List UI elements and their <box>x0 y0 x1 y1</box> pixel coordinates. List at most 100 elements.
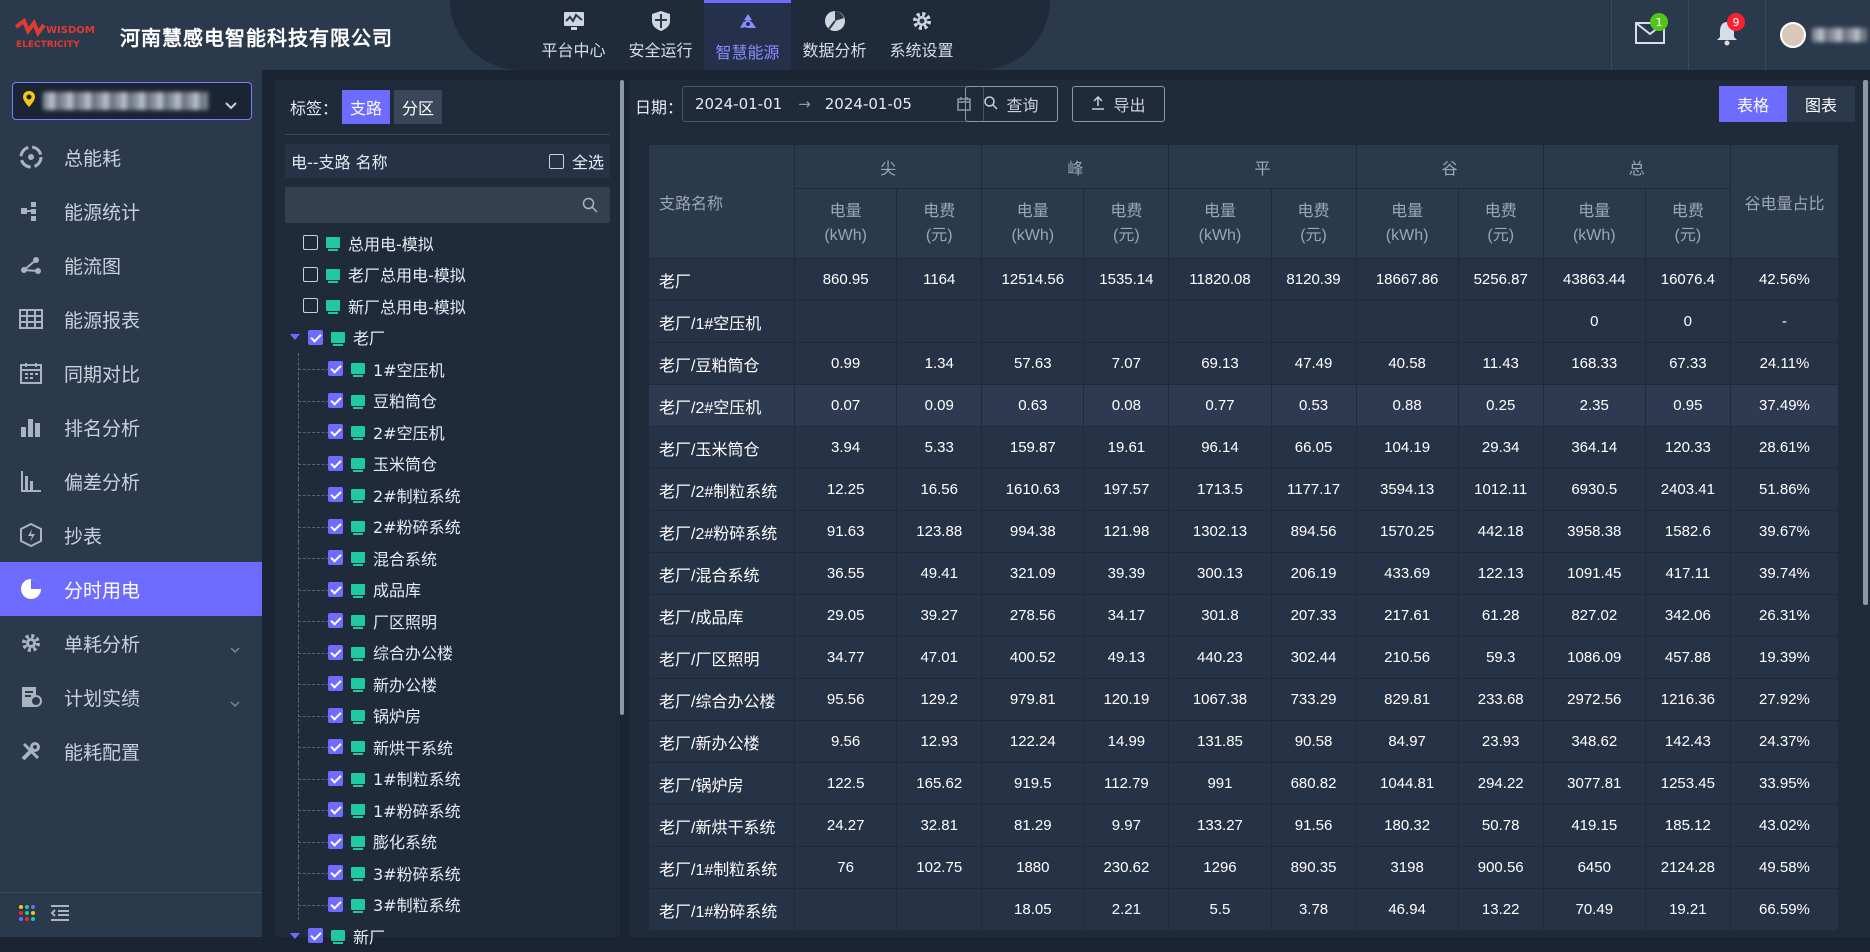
sidebar-item-meter-reading[interactable]: 抄表 <box>0 508 262 562</box>
table-row[interactable]: 老厂/综合办公楼 95.56 129.2 979.81 120.19 1067.38 733… <box>648 678 1839 721</box>
tree-node[interactable]: 综合办公楼 <box>275 636 620 668</box>
query-button[interactable]: 查询 <box>965 86 1058 122</box>
tree-node[interactable]: 锅炉房 <box>275 699 620 731</box>
tree-node[interactable]: 1#空压机 <box>275 353 620 385</box>
table-row[interactable]: 老厂/新办公楼 9.56 12.93 122.24 14.99 131.85 90.58 84… <box>648 720 1839 763</box>
checkbox[interactable] <box>328 770 343 786</box>
table-row[interactable]: 老厂/2#空压机 0.07 0.09 0.63 0.08 0.77 0.53 0.88 0.25… <box>648 384 1839 427</box>
sidebar-item-plan-actual[interactable]: 计划实绩 <box>0 670 262 724</box>
checkbox[interactable] <box>308 928 323 944</box>
tree-node[interactable]: 混合系统 <box>275 542 620 574</box>
checkbox[interactable] <box>303 266 318 282</box>
tab-branch[interactable]: 支路 <box>342 90 391 124</box>
checkbox[interactable] <box>328 424 343 440</box>
user-menu[interactable] <box>1765 0 1870 70</box>
nav-data-analysis[interactable]: 数据分析 <box>791 0 878 70</box>
view-chart-button[interactable]: 图表 <box>1787 86 1855 122</box>
checkbox[interactable] <box>328 361 343 377</box>
sidebar-item-total-energy[interactable]: 总能耗 <box>0 130 262 184</box>
table-row[interactable]: 老厂/新烘干系统 24.27 32.81 81.29 9.97 133.27 91.56 18… <box>648 804 1839 847</box>
checkbox[interactable] <box>303 235 318 251</box>
checkbox[interactable] <box>328 487 343 503</box>
tree-node[interactable]: 新办公楼 <box>275 668 620 700</box>
checkbox[interactable] <box>328 455 343 471</box>
checkbox[interactable] <box>328 581 343 597</box>
notification-button[interactable]: 9 <box>1688 0 1765 70</box>
checkbox[interactable] <box>548 153 564 169</box>
sidebar-item-period-compare[interactable]: 同期对比 <box>0 346 262 400</box>
collapse-menu-icon[interactable] <box>50 905 70 925</box>
checkbox[interactable] <box>328 644 343 660</box>
checkbox[interactable] <box>328 707 343 723</box>
checkbox[interactable] <box>328 550 343 566</box>
table-row[interactable]: 老厂/1#空压机 0 0- <box>648 300 1839 343</box>
tree-node[interactable]: 老厂 <box>275 322 620 354</box>
checkbox[interactable] <box>328 865 343 881</box>
tree-search-input[interactable] <box>285 187 610 223</box>
export-button[interactable]: 导出 <box>1072 86 1165 122</box>
main-scrollbar[interactable] <box>1863 80 1868 605</box>
tree-node[interactable]: 2#制粒系统 <box>275 479 620 511</box>
nav-safe-operation[interactable]: 安全运行 <box>617 0 704 70</box>
checkbox[interactable] <box>328 896 343 912</box>
table-row[interactable]: 老厂/成品库 29.05 39.27 278.56 34.17 301.8 207.33 21… <box>648 594 1839 637</box>
checkbox[interactable] <box>328 676 343 692</box>
expand-caret-icon[interactable] <box>290 932 300 939</box>
select-all-checkbox[interactable]: 全选 <box>548 149 604 173</box>
sidebar-item-time-of-use[interactable]: 分时用电 <box>0 562 262 616</box>
checkbox[interactable] <box>328 802 343 818</box>
tree-node[interactable]: 膨化系统 <box>275 825 620 857</box>
sidebar-item-energy-flow[interactable]: 能流图 <box>0 238 262 292</box>
table-row[interactable]: 老厂/2#制粒系统 12.25 16.56 1610.63 197.57 1713.5 11… <box>648 468 1839 511</box>
tree-scrollbar[interactable] <box>620 80 624 715</box>
start-date[interactable]: 2024-01-01 <box>695 95 783 113</box>
table-row[interactable]: 老厂/厂区照明 34.77 47.01 400.52 49.13 440.23 302.44… <box>648 636 1839 679</box>
table-row[interactable]: 老厂/1#粉碎系统 18.05 2.21 5.5 3.78 46.94 13.22 70.49… <box>648 888 1839 931</box>
tree-node[interactable]: 1#制粒系统 <box>275 762 620 794</box>
nav-platform-center[interactable]: 平台中心 <box>530 0 617 70</box>
tree-node[interactable]: 老厂总用电-模拟 <box>275 259 620 291</box>
tree-node[interactable]: 厂区照明 <box>275 605 620 637</box>
tree-node[interactable]: 新烘干系统 <box>275 731 620 763</box>
tab-zone[interactable]: 分区 <box>394 90 443 124</box>
checkbox[interactable] <box>303 298 318 314</box>
tree-node[interactable]: 1#粉碎系统 <box>275 794 620 826</box>
table-row[interactable]: 老厂/混合系统 36.55 49.41 321.09 39.39 300.13 206.19… <box>648 552 1839 595</box>
checkbox[interactable] <box>328 613 343 629</box>
date-range-picker[interactable]: 2024-01-01 → 2024-01-05 <box>682 86 984 122</box>
checkbox[interactable] <box>328 518 343 534</box>
apps-grid-icon[interactable] <box>18 904 36 926</box>
end-date[interactable]: 2024-01-05 <box>824 95 912 113</box>
tree-node[interactable]: 成品库 <box>275 573 620 605</box>
table-row[interactable]: 老厂/2#粉碎系统 91.63 123.88 994.38 121.98 1302.13 8… <box>648 510 1839 553</box>
site-select[interactable] <box>12 82 252 120</box>
table-row[interactable]: 老厂/玉米筒仓 3.94 5.33 159.87 19.61 96.14 66.05 104.… <box>648 426 1839 469</box>
table-row[interactable]: 老厂 860.95 1164 12514.56 1535.14 11820.08 8120.… <box>648 258 1839 301</box>
expand-caret-icon[interactable] <box>290 334 300 341</box>
sidebar-item-deviation[interactable]: 偏差分析 <box>0 454 262 508</box>
tree-node[interactable]: 新厂 <box>275 920 620 952</box>
table-row[interactable]: 老厂/1#制粒系统 76 102.75 1880 230.62 1296 890.35 319… <box>648 846 1839 889</box>
table-row[interactable]: 老厂/锅炉房 122.5 165.62 919.5 112.79 991 680.82 104… <box>648 762 1839 805</box>
tree-node[interactable]: 玉米筒仓 <box>275 447 620 479</box>
sidebar-item-unit-consumption[interactable]: 单耗分析 <box>0 616 262 670</box>
view-table-button[interactable]: 表格 <box>1719 86 1787 122</box>
checkbox[interactable] <box>308 329 323 345</box>
tree-node[interactable]: 3#粉碎系统 <box>275 857 620 889</box>
tree-node[interactable]: 2#粉碎系统 <box>275 510 620 542</box>
sidebar-item-ranking[interactable]: 排名分析 <box>0 400 262 454</box>
sidebar-item-energy-report[interactable]: 能源报表 <box>0 292 262 346</box>
tree-node[interactable]: 总用电-模拟 <box>275 227 620 259</box>
checkbox[interactable] <box>328 739 343 755</box>
tree-node[interactable]: 2#空压机 <box>275 416 620 448</box>
checkbox[interactable] <box>328 392 343 408</box>
tree-node[interactable]: 豆粕筒仓 <box>275 384 620 416</box>
sidebar-item-energy-stats[interactable]: 能源统计 <box>0 184 262 238</box>
sidebar-item-consumption-config[interactable]: 能耗配置 <box>0 724 262 778</box>
checkbox[interactable] <box>328 833 343 849</box>
nav-smart-energy[interactable]: 智慧能源 <box>704 0 791 70</box>
table-row[interactable]: 老厂/豆粕筒仓 0.99 1.34 57.63 7.07 69.13 47.49 40.58 1… <box>648 342 1839 385</box>
tree-node[interactable]: 新厂总用电-模拟 <box>275 290 620 322</box>
tree-node[interactable]: 3#制粒系统 <box>275 888 620 920</box>
nav-system-settings[interactable]: 系统设置 <box>878 0 965 70</box>
